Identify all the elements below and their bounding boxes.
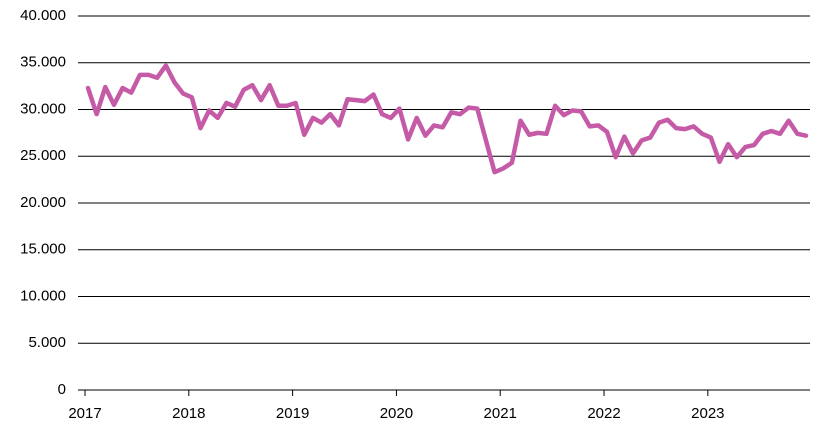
x-tick-label: 2019: [276, 405, 309, 422]
y-tick-label: 5.000: [28, 334, 66, 351]
y-tick-label: 0: [58, 381, 66, 398]
y-tick-label: 25.000: [20, 147, 66, 164]
x-tick-label: 2022: [587, 405, 620, 422]
y-tick-label: 10.000: [20, 287, 66, 304]
x-tick-label: 2018: [172, 405, 205, 422]
x-tick-label: 2017: [68, 405, 101, 422]
y-tick-label: 15.000: [20, 241, 66, 258]
data-line: [85, 63, 809, 175]
y-tick-label: 35.000: [20, 54, 66, 71]
x-tick-label: 2023: [691, 405, 724, 422]
y-tick-label: 20.000: [20, 194, 66, 211]
y-tick-label: 40.000: [20, 7, 66, 24]
x-tick-label: 2020: [380, 405, 413, 422]
x-tick-label: 2021: [484, 405, 517, 422]
y-tick-label: 30.000: [20, 100, 66, 117]
